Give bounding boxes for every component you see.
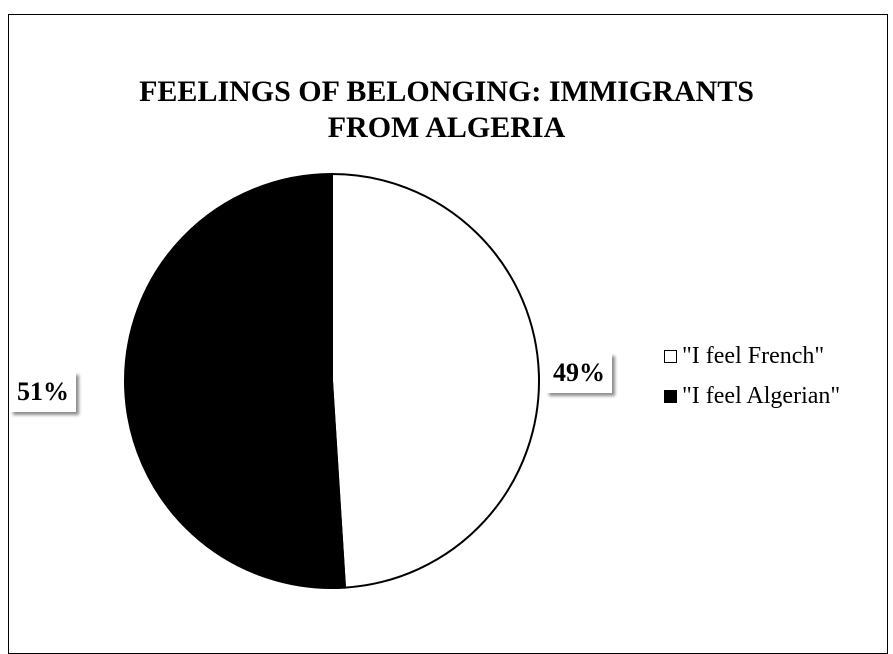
pie-slice-french <box>331 172 540 589</box>
legend-swatch-algerian <box>664 389 677 403</box>
legend-swatch-french <box>664 349 677 363</box>
legend-item-french: "I feel French" <box>664 340 840 372</box>
data-label-french: 49% <box>546 353 612 393</box>
data-label-algerian: 51% <box>10 372 76 412</box>
legend: "I feel French" "I feel Algerian" <box>664 340 840 420</box>
legend-item-algerian: "I feel Algerian" <box>664 380 840 412</box>
legend-label-algerian: "I feel Algerian" <box>682 382 841 409</box>
legend-label-french: "I feel French" <box>682 342 825 369</box>
pie-slice-algerian <box>124 172 347 589</box>
chart-title: FEELINGS OF BELONGING: IMMIGRANTS FROM A… <box>139 75 754 144</box>
